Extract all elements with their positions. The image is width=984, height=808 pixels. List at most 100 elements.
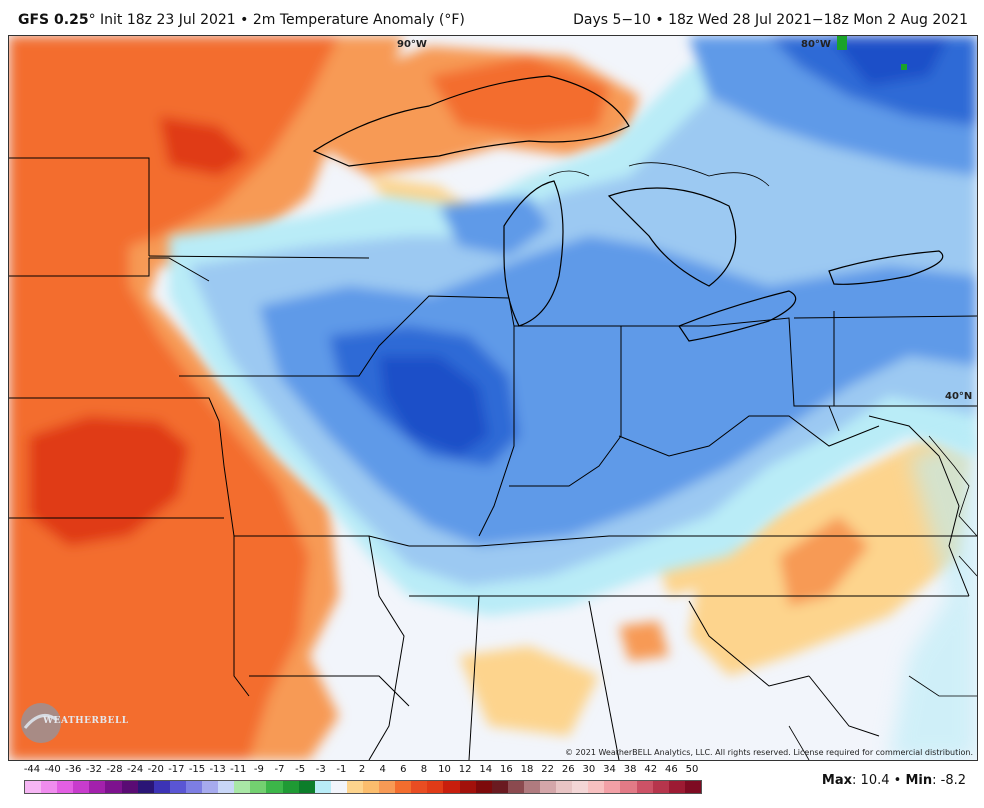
color-scale-label: 8 <box>420 764 428 775</box>
init-time: Init 18z 23 Jul 2021 <box>100 12 236 28</box>
color-scale-label: 2 <box>358 764 366 775</box>
color-swatch <box>620 781 637 793</box>
color-scale-label: -13 <box>209 764 226 775</box>
color-swatch <box>89 781 106 793</box>
color-swatch <box>652 781 669 793</box>
lake-erie-outline <box>678 290 797 342</box>
color-swatch <box>684 781 701 793</box>
color-swatch <box>266 781 283 793</box>
color-scale-label: 4 <box>379 764 386 775</box>
copyright-notice: © 2021 WeatherBELL Analytics, LLC. All r… <box>565 748 973 757</box>
color-swatch <box>556 781 573 793</box>
coastlines <box>548 162 977 760</box>
color-swatch <box>298 781 315 793</box>
color-swatch <box>234 781 251 793</box>
state-boundaries <box>9 157 977 760</box>
logo-text: WEATHERBELL <box>43 716 129 726</box>
warm-light-anomaly-region <box>619 621 669 661</box>
color-swatch <box>105 781 122 793</box>
color-scale-label: 30 <box>582 764 596 775</box>
header-bullet: • <box>240 12 249 28</box>
color-scale-label: 42 <box>644 764 658 775</box>
color-scale-label: -9 <box>253 764 264 775</box>
color-scale-label: -17 <box>168 764 185 775</box>
color-swatch <box>330 781 347 793</box>
header: GFS 0.25° Init 18z 23 Jul 2021 • 2m Temp… <box>0 0 984 34</box>
color-swatch <box>202 781 219 793</box>
min-label: Min <box>905 773 933 788</box>
lat-label-40n: 40°N <box>945 391 973 402</box>
color-swatch <box>491 781 508 793</box>
color-scale-label: 46 <box>665 764 678 775</box>
color-swatch <box>572 781 589 793</box>
color-swatch <box>121 781 138 793</box>
max-min-stats: Max: 10.4 • Min: -8.2 <box>822 773 966 788</box>
cool-deep-anomaly-region <box>829 36 949 86</box>
color-swatch <box>379 781 396 793</box>
color-scale-label: -44 <box>23 764 41 775</box>
color-swatch <box>282 781 299 793</box>
color-swatch <box>250 781 267 793</box>
color-swatch <box>427 781 444 793</box>
color-swatch <box>346 781 363 793</box>
anomaly-map[interactable]: 90°W 80°W 40°N WEATHERBELL © 2021 Weathe… <box>8 35 978 761</box>
lake-huron-outline <box>607 187 737 287</box>
color-scale-label: -28 <box>106 764 123 775</box>
color-scale-label: -1 <box>336 764 347 775</box>
warm-strong-anomaly-region <box>29 416 189 546</box>
color-swatch <box>169 781 186 793</box>
color-swatch <box>314 781 331 793</box>
color-swatch <box>507 781 524 793</box>
cool-deep-anomaly-region <box>379 356 489 456</box>
warm-strong-anomaly-region <box>159 116 249 176</box>
color-swatch <box>475 781 492 793</box>
color-scale: -44 -40 -36 -32 -28 -24 -20 -17 -15 -13 -11 -9 -7 -5-… <box>24 764 704 804</box>
color-scale-label: -7 <box>274 764 285 775</box>
atlantic-cool-region <box>889 436 977 760</box>
color-swatch <box>443 781 460 793</box>
color-swatch <box>395 781 412 793</box>
product-name: 2m Temperature Anomaly (°F) <box>252 12 465 28</box>
color-scale-label: -20 <box>147 764 164 775</box>
color-scale-label: 14 <box>479 764 493 775</box>
min-value: : -8.2 <box>932 773 966 788</box>
color-swatch <box>153 781 170 793</box>
max-value: : 10.4 <box>852 773 890 788</box>
valid-period: Days 5−10 • 18z Wed 28 Jul 2021−18z Mon … <box>573 12 968 28</box>
color-scale-label: -11 <box>230 764 247 775</box>
warm-pale-anomaly-region <box>459 646 599 736</box>
cool-anomaly-region <box>259 236 977 546</box>
color-swatch <box>668 781 685 793</box>
max-label: Max <box>821 773 853 788</box>
color-swatch <box>137 781 154 793</box>
color-scale-label: -3 <box>315 764 326 775</box>
color-scale-label: 38 <box>623 764 637 775</box>
color-swatch <box>604 781 621 793</box>
color-scale-label: 18 <box>520 764 534 775</box>
color-scale-label: 12 <box>458 764 472 775</box>
cool-anomaly-region <box>439 196 549 256</box>
color-scale-label: 22 <box>541 764 554 775</box>
color-swatch <box>25 781 42 793</box>
color-scale-label: -36 <box>65 764 82 775</box>
color-swatch <box>218 781 235 793</box>
color-swatch <box>185 781 203 793</box>
color-swatch <box>636 781 653 793</box>
color-scale-label: 50 <box>685 764 699 775</box>
color-scale-label: -24 <box>126 764 144 775</box>
warm-light-anomaly-region <box>779 516 869 606</box>
map-canvas <box>9 36 977 760</box>
degree-symbol: ° <box>88 12 96 28</box>
color-scale-label: -40 <box>44 764 61 775</box>
color-scale-label: 16 <box>500 764 513 775</box>
color-swatch <box>523 781 540 793</box>
color-scale-swatches <box>24 780 702 794</box>
lake-ontario-outline <box>828 250 944 285</box>
color-scale-labels: -44 -40 -36 -32 -28 -24 -20 -17 -15 -13 -11 -9 -7 -5-… <box>24 764 704 778</box>
weatherbell-logo: WEATHERBELL <box>21 700 128 746</box>
green-patch <box>837 36 847 50</box>
color-swatch <box>459 781 476 793</box>
green-patch-small <box>901 64 907 70</box>
color-scale-label: 34 <box>603 764 616 775</box>
lake-superior-outline <box>312 75 630 167</box>
